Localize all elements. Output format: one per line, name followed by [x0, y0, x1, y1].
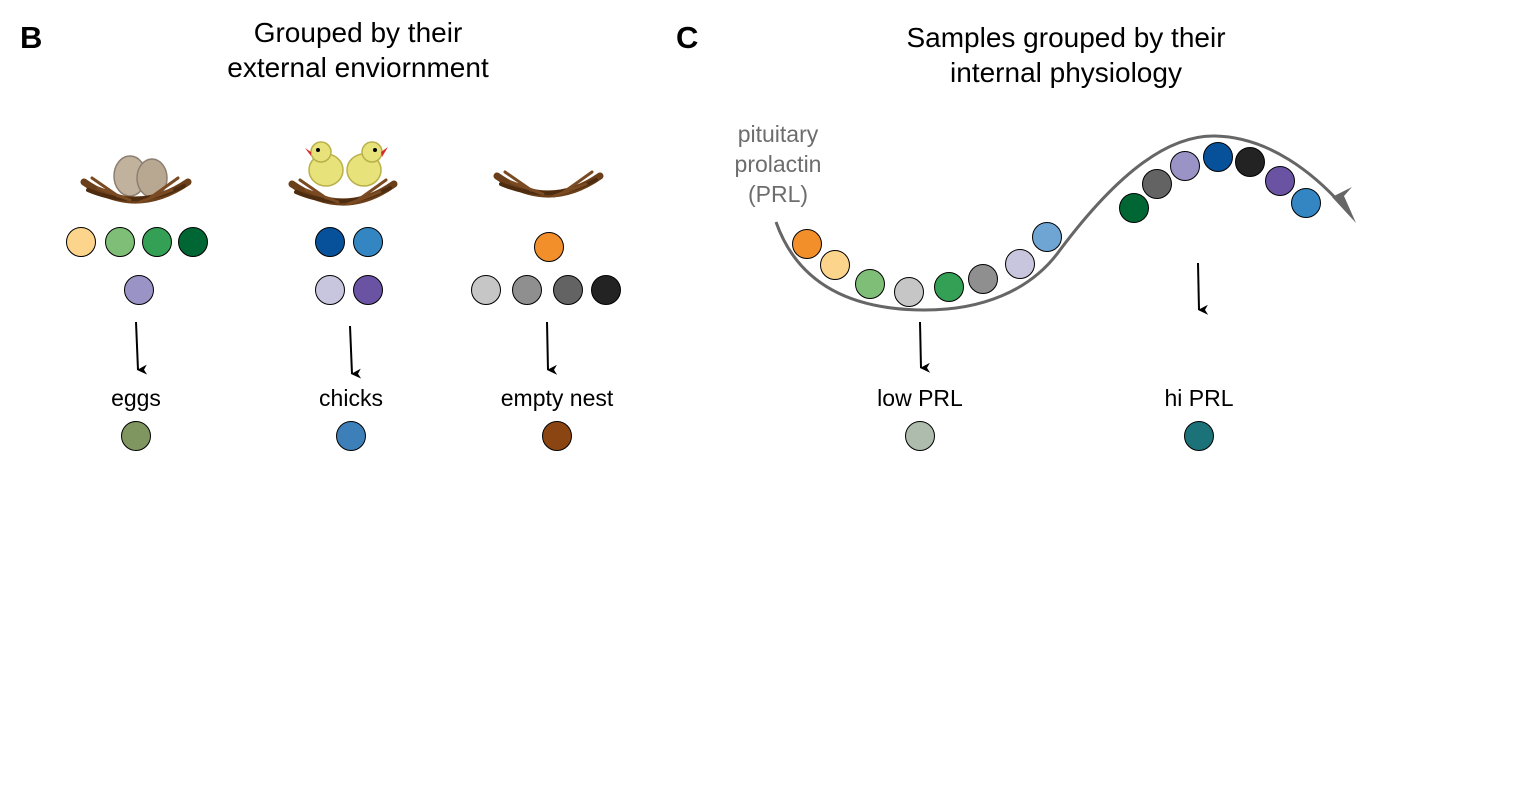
eggs-sample-3 [142, 227, 172, 257]
chicks-summary-circle [336, 421, 366, 451]
curve-sample-14 [1265, 166, 1295, 196]
low-prl-label: low PRL [877, 385, 963, 411]
chicks-sample-4 [353, 275, 383, 305]
empty-nest-sample-1 [534, 232, 564, 262]
chicks-sample-1 [315, 227, 345, 257]
prl-curve [774, 134, 1344, 312]
panel-b-title-line-1: Grouped by their [254, 17, 463, 48]
panel-c-title-line-2: internal physiology [950, 57, 1182, 88]
eggs-sample-5 [124, 275, 154, 305]
panel-c-title-line-1: Samples grouped by their [906, 22, 1225, 53]
curve-sample-1 [792, 229, 822, 259]
chicks-arrow [349, 325, 362, 379]
curve-sample-circles [792, 142, 1321, 307]
eggs-label: eggs [111, 385, 161, 411]
empty-nest-sample-5 [591, 275, 621, 305]
eggs-arrow [135, 321, 148, 375]
empty-nest-icon [493, 170, 604, 198]
curve-sample-12 [1203, 142, 1233, 172]
curve-sample-3 [855, 269, 885, 299]
curve-sample-13 [1235, 147, 1265, 177]
curve-sample-15 [1291, 188, 1321, 218]
chicks-sample-3 [315, 275, 345, 305]
prl-label-line-1: pituitary [738, 121, 819, 147]
hi-prl-label: hi PRL [1164, 385, 1233, 411]
curve-sample-10 [1142, 169, 1172, 199]
eggs-sample-4 [178, 227, 208, 257]
curve-sample-2 [820, 250, 850, 280]
chicks-sample-2 [353, 227, 383, 257]
low-prl-arrow [919, 321, 931, 373]
empty-nest-sample-3 [512, 275, 542, 305]
nest-with-chicks-icon [288, 141, 398, 206]
panel-b: B Grouped by their external enviornment [20, 17, 621, 451]
curve-sample-7 [1005, 249, 1035, 279]
empty-nest-sample-circles [471, 232, 621, 305]
low-prl-summary-circle [905, 421, 935, 451]
panel-b-letter: B [20, 20, 42, 55]
empty-nest-label: empty nest [501, 385, 614, 411]
prl-label-line-3: (PRL) [748, 181, 808, 207]
empty-nest-arrow [546, 321, 558, 375]
hi-prl-arrow [1197, 262, 1209, 315]
empty-nest-summary-circle [542, 421, 572, 451]
prl-curve-arrowhead [1332, 187, 1356, 223]
curve-sample-5 [934, 272, 964, 302]
empty-nest-sample-4 [553, 275, 583, 305]
curve-sample-11 [1170, 151, 1200, 181]
panel-c-letter: C [676, 20, 698, 55]
curve-sample-6 [968, 264, 998, 294]
eggs-summary-circle [121, 421, 151, 451]
curve-sample-9 [1119, 193, 1149, 223]
curve-sample-4 [894, 277, 924, 307]
nest-with-eggs-icon [80, 155, 192, 204]
eggs-sample-circles [66, 227, 208, 305]
panel-c: C Samples grouped by their internal phys… [676, 20, 1356, 451]
hi-prl-summary-circle [1184, 421, 1214, 451]
eggs-sample-2 [105, 227, 135, 257]
curve-sample-8 [1032, 222, 1062, 252]
eggs-sample-1 [66, 227, 96, 257]
empty-nest-sample-2 [471, 275, 501, 305]
panel-b-title-line-2: external enviornment [227, 52, 489, 83]
prl-label-line-2: prolactin [735, 151, 822, 177]
chicks-sample-circles [315, 227, 383, 305]
chicks-label: chicks [319, 385, 383, 411]
